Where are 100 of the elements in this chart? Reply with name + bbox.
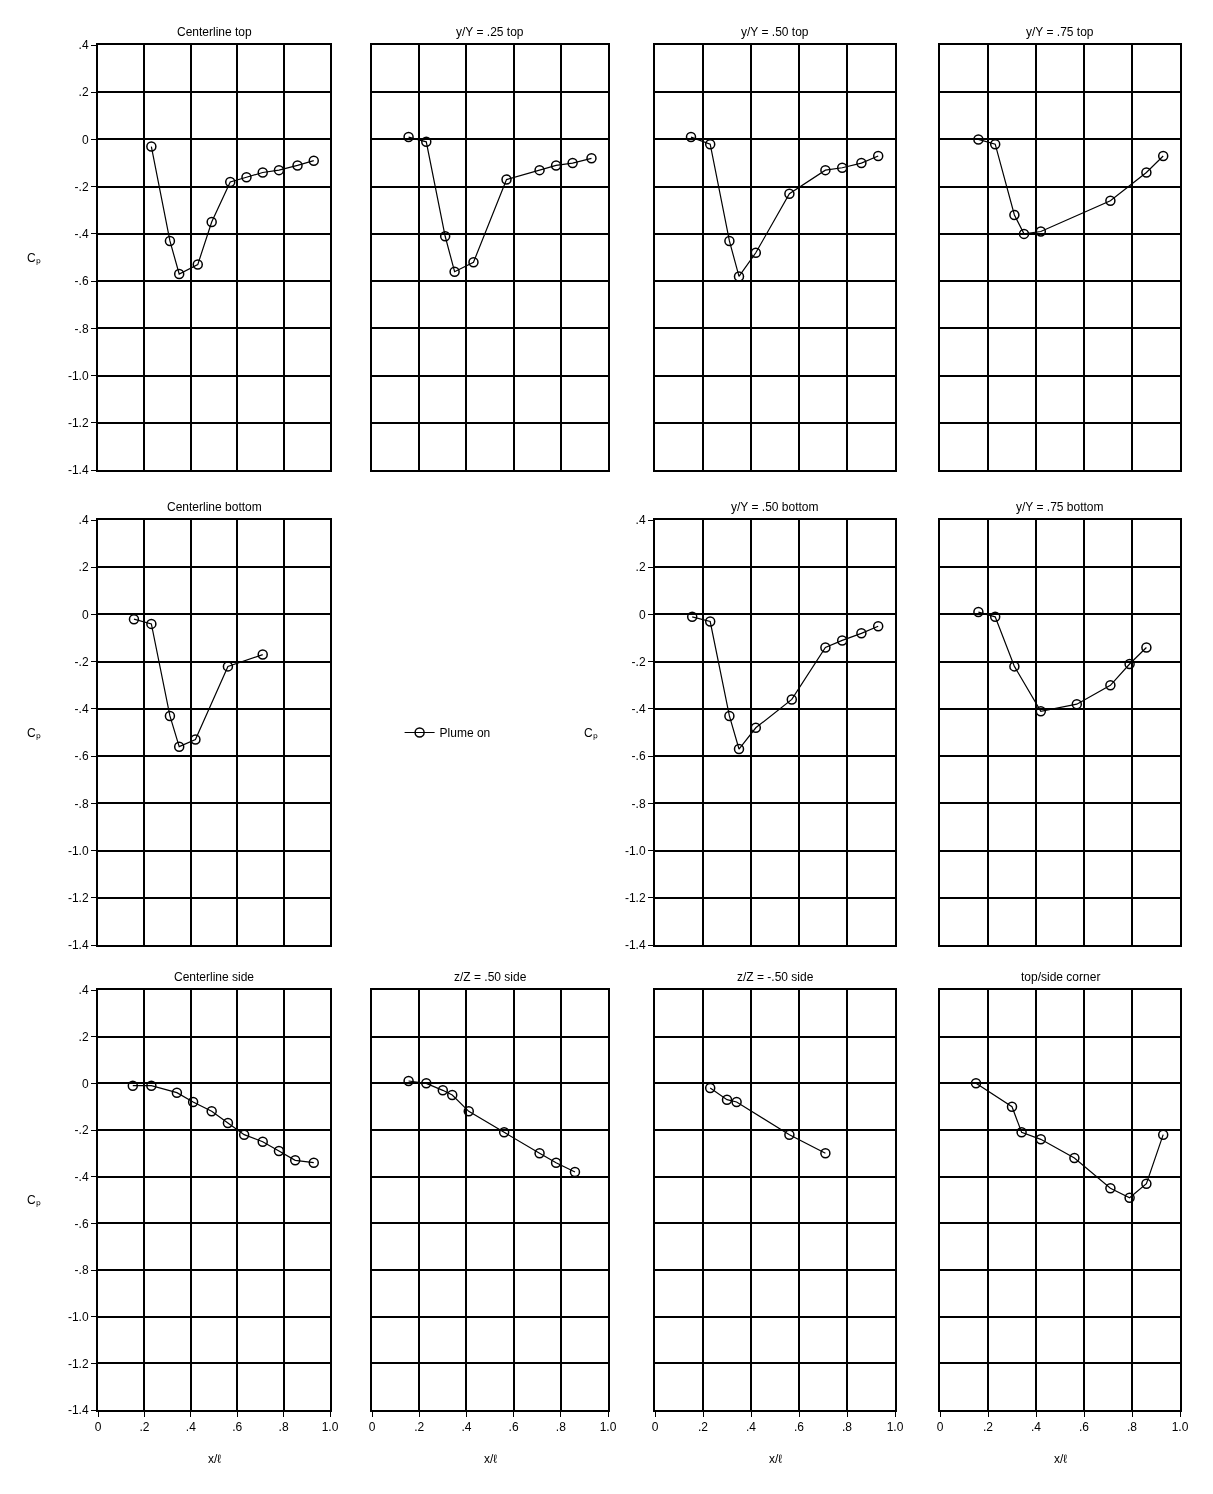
point (872, 150, 884, 162)
chart-title: z/Z = -.50 side (737, 970, 814, 984)
point (498, 1127, 510, 1138)
point (171, 1087, 183, 1098)
point (1016, 1127, 1027, 1138)
y-tick-label: -1.4 (67, 938, 89, 953)
point (206, 216, 217, 228)
point (686, 611, 698, 623)
point (970, 1078, 982, 1089)
y-axis-title: Cₚ (27, 1193, 41, 1207)
point (164, 235, 176, 247)
x-tick-label: .6 (508, 1420, 519, 1435)
point (973, 606, 984, 618)
point (1006, 1101, 1018, 1112)
point (786, 694, 798, 705)
point (146, 1080, 157, 1091)
point (1157, 150, 1169, 162)
chart-title: y/Y = .50 top (741, 25, 809, 39)
y-tick-label: .2 (635, 560, 646, 575)
point (187, 1096, 199, 1108)
point (449, 266, 460, 277)
x-tick-label: 0 (94, 1420, 102, 1435)
x-axis-title: x/ℓ (1054, 1452, 1068, 1466)
x-tick-label: 0 (936, 1420, 944, 1435)
y-tick-label: .4 (78, 983, 89, 998)
point (1124, 1192, 1135, 1203)
point (308, 155, 320, 166)
point (421, 1078, 432, 1089)
point (1105, 1183, 1116, 1194)
point (146, 618, 157, 630)
point (127, 1080, 139, 1091)
y-tick-label: .2 (78, 1029, 89, 1044)
x-tick-label: .6 (232, 1420, 243, 1435)
point (534, 1148, 545, 1159)
x-tick-label: 1.0 (321, 1420, 339, 1435)
y-tick-label: -.6 (74, 274, 89, 289)
x-tick-label: .2 (982, 1420, 994, 1435)
y-tick-label: -1.2 (624, 890, 646, 905)
point (820, 642, 831, 653)
point (820, 164, 831, 176)
y-tick-label: -.6 (74, 749, 89, 764)
y-tick-label: -1.4 (67, 463, 89, 478)
y-tick-label: .4 (78, 513, 89, 528)
point (173, 741, 185, 752)
point (292, 160, 303, 171)
point (173, 268, 185, 280)
point (308, 1157, 320, 1168)
chart-title: y/Y = .75 bottom (1016, 500, 1104, 514)
point (206, 1106, 217, 1117)
chart-title: y/Y = .50 bottom (731, 500, 819, 514)
y-tick-label: -1.2 (67, 890, 89, 905)
point (784, 188, 795, 199)
y-axis-title: Cₚ (27, 726, 41, 740)
point (856, 628, 867, 639)
x-tick-label: .8 (555, 1420, 567, 1435)
y-tick-label: -.4 (631, 702, 646, 717)
x-tick-label: .4 (745, 1420, 757, 1435)
y-tick-label: -.8 (631, 796, 646, 811)
point (403, 131, 414, 143)
point (1124, 658, 1135, 670)
point (586, 153, 597, 164)
point (733, 743, 745, 755)
chart-title: top/side corner (1021, 970, 1101, 984)
y-tick-label: 0 (81, 607, 89, 622)
point (257, 1136, 268, 1147)
x-tick-label: 1.0 (886, 1420, 904, 1435)
x-tick-label: .4 (1030, 1420, 1042, 1435)
point (856, 157, 867, 169)
chart-title: y/Y = .75 top (1026, 25, 1094, 39)
y-tick-label: -1.0 (624, 843, 646, 858)
y-tick-label: -1.0 (67, 1309, 89, 1324)
chart-title: Centerline bottom (167, 500, 262, 514)
y-tick-label: 0 (81, 1076, 89, 1091)
x-tick-label: 1.0 (599, 1420, 617, 1435)
x-tick-label: .8 (1126, 1420, 1138, 1435)
legend-label: Plume on (439, 726, 491, 741)
chart-title: y/Y = .25 top (456, 25, 524, 39)
point (468, 256, 479, 268)
point (721, 1094, 733, 1105)
x-tick-label: .6 (793, 1420, 805, 1435)
y-tick-label: -.4 (74, 227, 89, 242)
point (446, 1089, 458, 1101)
chart-title: Centerline top (177, 25, 253, 39)
point (872, 621, 884, 632)
point (1141, 167, 1152, 178)
x-tick-label: .8 (841, 1420, 853, 1435)
point (973, 134, 984, 145)
point (820, 1148, 831, 1159)
x-axis-title: x/ℓ (484, 1452, 498, 1466)
point (463, 1106, 475, 1117)
point (164, 710, 176, 722)
point (192, 259, 204, 270)
y-tick-label: .4 (78, 38, 89, 53)
point (501, 174, 512, 185)
x-axis-title: x/ℓ (769, 1452, 783, 1466)
point (724, 235, 735, 247)
point (222, 1117, 234, 1129)
y-tick-label: -1.0 (67, 368, 89, 383)
y-tick-label: -.2 (74, 654, 89, 669)
x-tick-label: .2 (697, 1420, 709, 1435)
